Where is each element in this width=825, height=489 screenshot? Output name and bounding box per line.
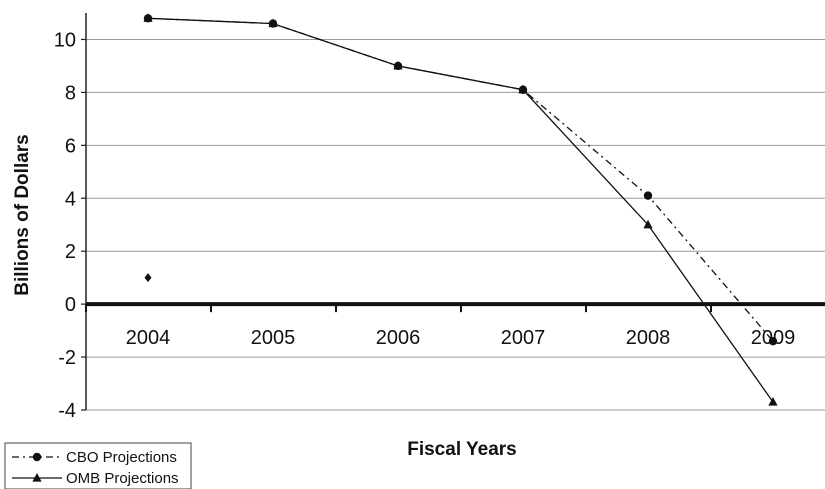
- series-lines: [147, 17, 774, 403]
- x-tick-label: 2005: [251, 327, 296, 349]
- legend-marker-omb: [32, 473, 42, 482]
- legend: CBO Projections OMB Projections: [4, 442, 192, 489]
- cbo-data-point: [768, 336, 778, 346]
- stray-data-point: [144, 273, 152, 283]
- cbo-data-point: [643, 191, 653, 200]
- y-tick-label: 0: [65, 294, 76, 316]
- gridlines: [86, 38, 825, 411]
- series-markers: [143, 13, 778, 406]
- omb-data-point: [768, 397, 778, 406]
- y-tick-label: 2: [65, 241, 76, 263]
- x-tick-label: 2004: [126, 327, 171, 349]
- omb-data-point: [143, 13, 153, 22]
- legend-marker-cbo: [32, 452, 42, 462]
- y-tick-label: -4: [58, 400, 76, 422]
- legend-label: CBO Projections: [66, 449, 177, 466]
- x-tick-label: 2007: [501, 327, 546, 349]
- y-tick-label: 6: [65, 135, 76, 157]
- omb-data-point: [268, 18, 278, 28]
- x-tick-label: 2006: [376, 327, 421, 349]
- series-line-cbo: [147, 17, 774, 342]
- omb-data-point: [518, 84, 528, 94]
- y-tick-label: -2: [58, 347, 76, 369]
- series-line-omb: [147, 17, 774, 403]
- legend-label: OMB Projections: [66, 470, 179, 487]
- x-axis-title: Fiscal Years: [407, 439, 517, 460]
- omb-data-point: [393, 60, 403, 70]
- y-tick-label: 8: [65, 82, 76, 104]
- y-tick-label: 10: [54, 29, 76, 51]
- y-axis-title: Billions of Dollars: [12, 134, 33, 296]
- y-tick-label: 4: [65, 188, 76, 210]
- omb-data-point: [643, 219, 653, 229]
- x-tick-label: 2008: [626, 327, 671, 349]
